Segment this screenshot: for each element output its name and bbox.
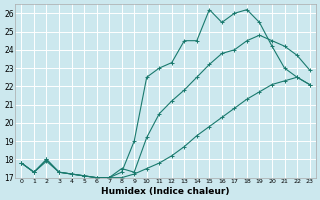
X-axis label: Humidex (Indice chaleur): Humidex (Indice chaleur) — [101, 187, 230, 196]
